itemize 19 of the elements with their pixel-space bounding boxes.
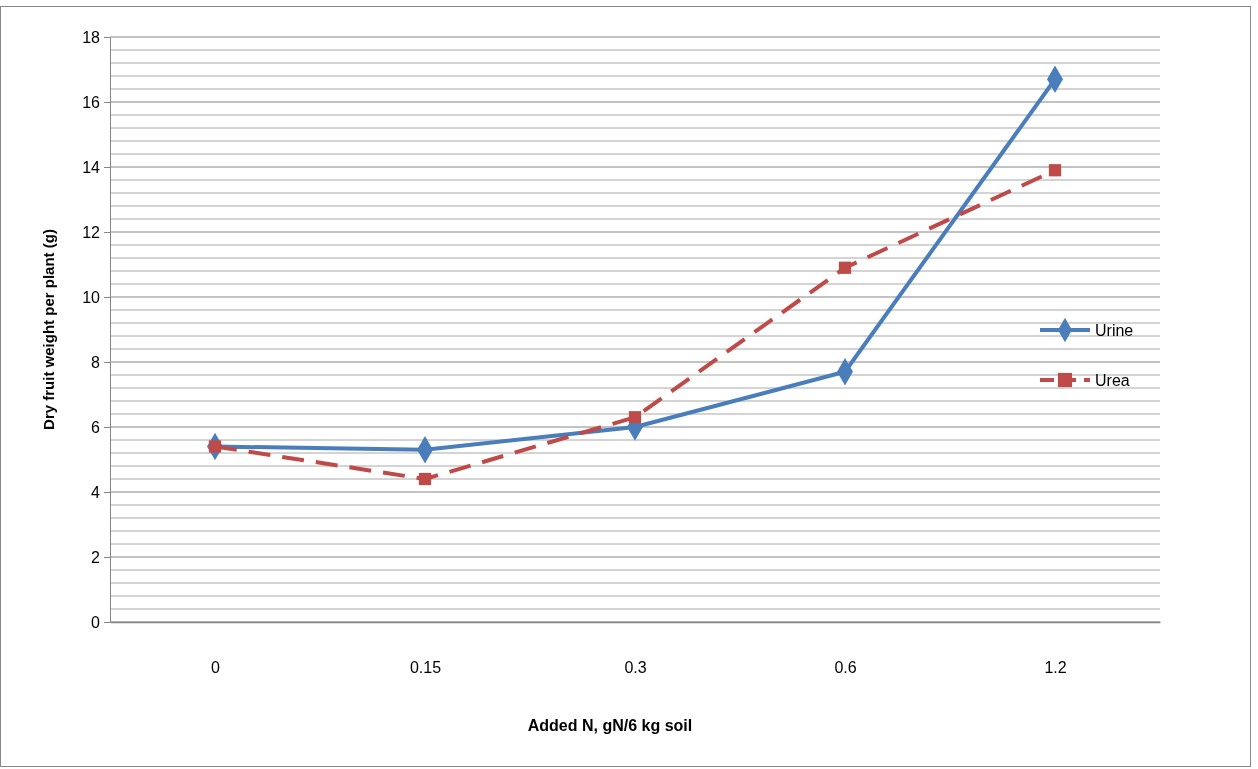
x-tick-label: 0.3 <box>624 659 647 677</box>
x-axis-title: Added N, gN/6 kg soil <box>527 717 693 734</box>
y-tick-label: 12 <box>82 223 101 241</box>
y-tick-label: 0 <box>91 613 101 631</box>
y-tick-label: 4 <box>91 483 101 501</box>
y-tick-label: 6 <box>91 418 101 436</box>
x-tick-label: 0.6 <box>834 659 857 677</box>
x-tick-label: 0 <box>211 659 221 677</box>
y-tick-label: 14 <box>82 158 101 176</box>
y-tick-label: 16 <box>82 93 101 111</box>
y-tick-label: 18 <box>82 28 101 46</box>
legend-label: Urine <box>1095 322 1134 339</box>
y-tick-label: 2 <box>91 548 101 566</box>
legend-label: Urea <box>1095 372 1130 389</box>
x-tick-label: 1.2 <box>1044 659 1067 677</box>
x-tick-label: 0.15 <box>409 659 442 677</box>
y-axis-title: Dry fruit weight per plant (g) <box>40 229 57 430</box>
y-tick-label: 8 <box>91 353 101 371</box>
y-tick-label: 10 <box>82 288 101 306</box>
